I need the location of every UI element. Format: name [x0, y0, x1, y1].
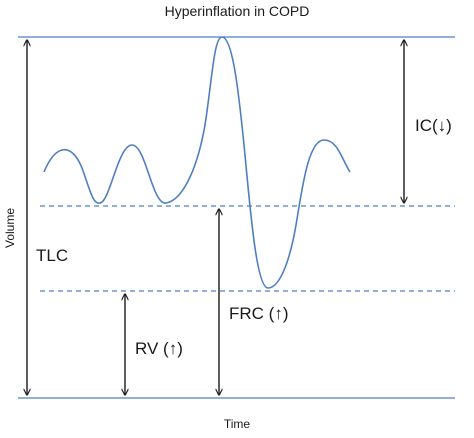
y-axis-label: Volume — [3, 207, 18, 249]
diagram-title: Hyperinflation in COPD — [164, 3, 310, 19]
frc-label: FRC (↑) — [229, 304, 289, 323]
ic-label: IC(↓) — [415, 116, 452, 135]
tlc-label: TLC — [36, 246, 69, 265]
x-axis-label: Time — [223, 417, 251, 431]
volume-waveform — [43, 36, 351, 289]
rv-label: RV (↑) — [135, 339, 183, 358]
